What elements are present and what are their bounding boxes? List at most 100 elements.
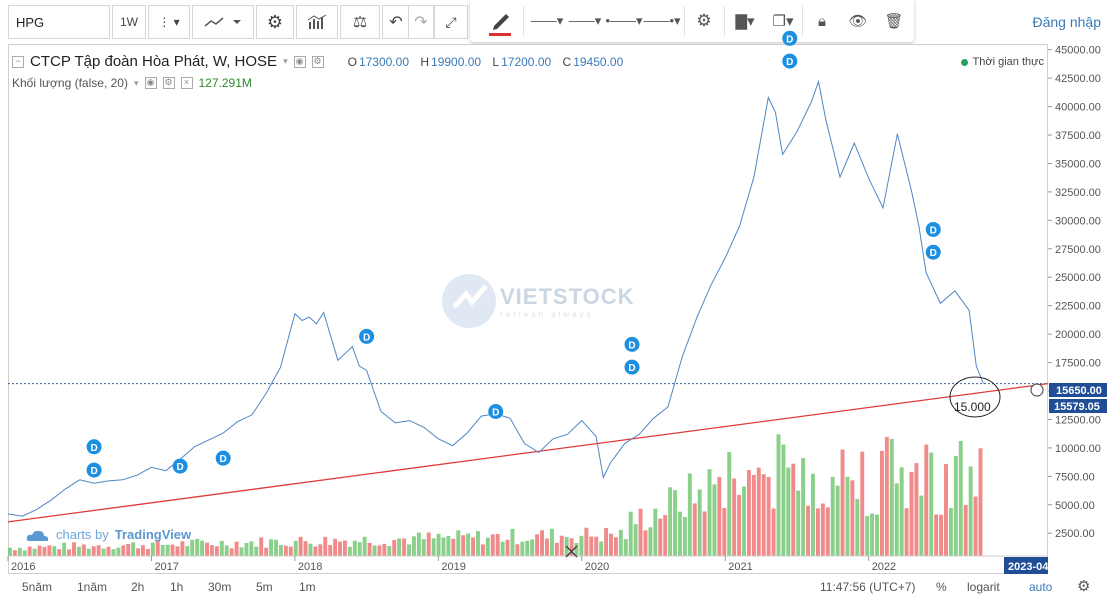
volume-bar bbox=[968, 466, 973, 556]
volume-bar bbox=[205, 542, 209, 556]
line-end-button[interactable]: ——•▾ bbox=[642, 0, 682, 42]
volume-bar bbox=[298, 536, 303, 556]
volume-bar bbox=[32, 548, 37, 556]
volume-legend: Khối lượng (false, 20) ▾ ◉ ⚙ × 127.291M bbox=[12, 76, 252, 90]
draw-settings-button[interactable]: ⚙ bbox=[686, 0, 722, 42]
range-2h[interactable]: 2h bbox=[131, 580, 145, 594]
volume-bar bbox=[525, 540, 530, 556]
volume-bar bbox=[155, 539, 160, 556]
login-link[interactable]: Đăng nhập bbox=[1032, 14, 1101, 30]
volume-bar bbox=[707, 469, 712, 556]
chart-style-button[interactable] bbox=[192, 5, 254, 39]
delete-button[interactable]: 🗑︎ bbox=[876, 0, 912, 42]
trash-icon: 🗑︎ bbox=[884, 13, 904, 30]
high-value: 19900.00 bbox=[431, 54, 482, 69]
chevron-down-icon[interactable]: ▾ bbox=[133, 77, 139, 88]
indicators-button[interactable] bbox=[296, 5, 338, 39]
volume-bar bbox=[850, 480, 855, 556]
y-tick-label: 2500.00 bbox=[1055, 528, 1095, 540]
vietstock-watermark: VIETSTOCK refresh always bbox=[440, 272, 635, 330]
tradingview-branding[interactable]: charts by TradingView bbox=[26, 527, 191, 542]
settings-small-icon[interactable]: ⚙ bbox=[311, 55, 324, 68]
range-1m[interactable]: 1m bbox=[299, 580, 316, 594]
auto-toggle[interactable]: auto bbox=[1029, 580, 1053, 594]
range-5y[interactable]: 5năm bbox=[22, 580, 53, 594]
volume-bar bbox=[421, 539, 426, 556]
fullscreen-button[interactable]: ⤢ bbox=[434, 5, 468, 39]
symbol-input[interactable]: HPG bbox=[8, 5, 110, 39]
volume-bar bbox=[278, 544, 283, 556]
range-5m[interactable]: 5m bbox=[256, 580, 273, 594]
volume-bar bbox=[347, 546, 352, 556]
volume-bar bbox=[313, 546, 318, 556]
interval-menu-button[interactable]: ⋮ ▾ bbox=[148, 5, 190, 39]
log-toggle[interactable]: logarit bbox=[967, 580, 1000, 594]
visual-order-button[interactable]: ▇▾ bbox=[726, 0, 764, 42]
pencil-button[interactable] bbox=[480, 0, 520, 42]
volume-bar bbox=[17, 547, 22, 556]
clone-button[interactable]: ❐▾ bbox=[764, 0, 802, 42]
dividend-marker-circle bbox=[624, 359, 640, 375]
clock-text[interactable]: 11:47:56 (UTC+7) bbox=[820, 580, 916, 594]
volume-bar bbox=[722, 507, 727, 556]
visibility-toggle-icon[interactable]: ◉ bbox=[293, 55, 306, 68]
volume-bar bbox=[136, 548, 141, 556]
volume-bar bbox=[717, 477, 722, 556]
percent-toggle[interactable]: % bbox=[936, 580, 947, 594]
chevron-down-icon[interactable]: ▾ bbox=[283, 56, 288, 66]
range-30m[interactable]: 30m bbox=[208, 580, 232, 594]
volume-bar bbox=[658, 518, 663, 556]
volume-bar bbox=[416, 532, 421, 556]
volume-bar bbox=[801, 458, 806, 556]
volume-bar bbox=[540, 530, 544, 556]
volume-bar bbox=[229, 548, 234, 556]
dividend-marker-circle bbox=[86, 439, 102, 455]
x-tick-label: 2018 bbox=[298, 561, 322, 573]
visibility-button[interactable]: 👁︎ bbox=[840, 0, 876, 42]
settings-button[interactable]: ⚙ bbox=[256, 5, 294, 39]
dividend-marker-label: D bbox=[90, 466, 97, 477]
close-value: 19450.00 bbox=[573, 54, 624, 69]
volume-bar bbox=[978, 448, 983, 556]
volume-bar bbox=[638, 508, 643, 556]
compare-button[interactable]: ⚖ bbox=[340, 5, 380, 39]
dividend-marker-circle bbox=[925, 244, 941, 260]
gear-icon[interactable]: ⚙ bbox=[1077, 578, 1091, 595]
volume-bar bbox=[180, 541, 185, 556]
volume-bar bbox=[303, 541, 308, 556]
lock-button[interactable]: 🔒︎ bbox=[804, 0, 840, 42]
price-series-line bbox=[7, 79, 984, 517]
line-style-button[interactable]: ——▾ bbox=[526, 0, 568, 42]
line-width-button[interactable]: ——▾ bbox=[564, 0, 606, 42]
volume-bar bbox=[274, 539, 278, 556]
volume-bar bbox=[840, 449, 845, 556]
dividend-marker-label: D bbox=[90, 443, 97, 454]
chart-pane[interactable] bbox=[8, 44, 1048, 574]
volume-bar bbox=[121, 545, 126, 556]
range-1h[interactable]: 1h bbox=[170, 580, 184, 594]
volume-bar bbox=[569, 538, 574, 556]
close-small-icon[interactable]: × bbox=[180, 77, 193, 89]
indicators-icon bbox=[307, 14, 327, 29]
interval-button[interactable]: 1W bbox=[112, 5, 146, 39]
watermark-subtext: refresh always bbox=[500, 309, 594, 319]
volume-bar bbox=[613, 537, 618, 556]
line-start-button[interactable]: •——▾ bbox=[604, 0, 644, 42]
settings-small-icon[interactable]: ⚙ bbox=[162, 77, 175, 89]
range-1y[interactable]: 1năm bbox=[77, 580, 108, 594]
volume-bar bbox=[919, 495, 924, 556]
volume-bar bbox=[944, 464, 948, 556]
volume-bar bbox=[37, 545, 42, 556]
redo-button[interactable]: ↷ bbox=[408, 5, 434, 39]
volume-bar bbox=[411, 536, 416, 556]
collapse-icon[interactable]: − bbox=[12, 55, 24, 68]
volume-bar bbox=[264, 547, 269, 556]
visibility-toggle-icon[interactable]: ◉ bbox=[144, 77, 157, 89]
volume-bar bbox=[91, 546, 96, 556]
volume-value: 127.291M bbox=[198, 76, 252, 90]
volume-bar bbox=[42, 546, 47, 556]
volume-bar bbox=[845, 476, 850, 556]
volume-bar bbox=[609, 533, 613, 556]
vietstock-logo-icon bbox=[442, 274, 496, 328]
line-end-icon: ——•▾ bbox=[643, 13, 681, 28]
